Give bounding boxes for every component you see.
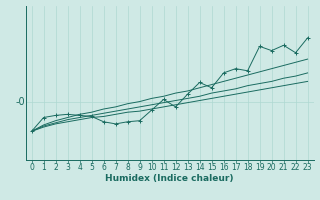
Text: -0: -0: [16, 97, 26, 107]
X-axis label: Humidex (Indice chaleur): Humidex (Indice chaleur): [105, 174, 234, 183]
